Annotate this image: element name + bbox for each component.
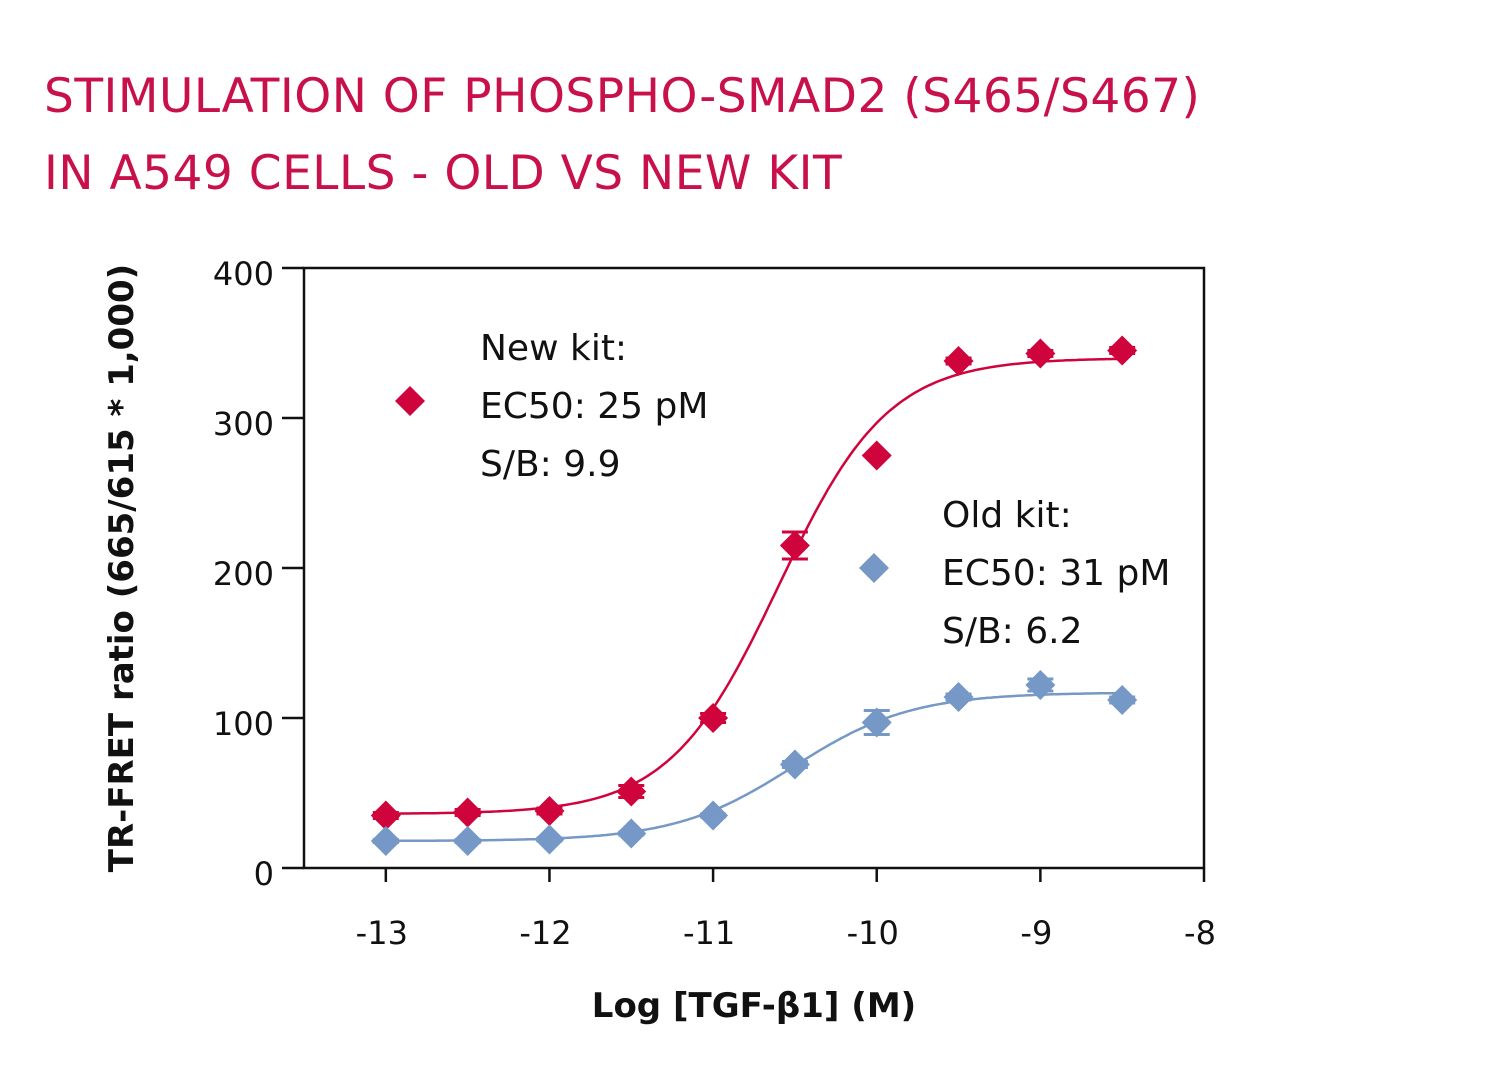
old-kit-annotation-line: Old kit: (942, 495, 1072, 536)
new-kit-data-point (861, 440, 892, 471)
old-kit-legend-marker (859, 553, 889, 583)
old-kit-data-point (861, 707, 892, 738)
new-kit-annotation-line: EC50: 25 pM (480, 386, 708, 427)
new-kit-annotation-line: New kit: (480, 328, 627, 369)
x-tick-label: -9 (1020, 914, 1052, 952)
x-tick-label: -11 (683, 914, 735, 952)
title-line-1: STIMULATION OF PHOSPHO-SMAD2 (S465/S467) (44, 69, 1201, 124)
old-kit-data-point (534, 824, 565, 855)
new-kit-data-point (1025, 338, 1056, 369)
old-kit-data-point (616, 818, 647, 849)
x-tick-label: -13 (356, 914, 408, 952)
x-tick-label: -12 (519, 914, 571, 952)
old-kit-data-point (1025, 670, 1056, 700)
old-kit-data-point (698, 800, 729, 831)
y-tick-label: 100 (213, 705, 274, 743)
new-kit-data-point (452, 797, 483, 828)
title-line-2: IN A549 CELLS - OLD VS NEW KIT (44, 146, 843, 201)
new-kit-legend-marker (395, 386, 425, 416)
old-kit-annotation-line: S/B: 6.2 (942, 611, 1083, 652)
y-tick-label: 400 (213, 255, 274, 293)
new-kit-data-point (534, 796, 565, 826)
old-kit-data-point (779, 749, 810, 780)
new-kit-data-point (370, 800, 401, 831)
new-kit-fit-curve (385, 357, 1123, 815)
old-kit-data-point (452, 826, 483, 856)
new-kit-data-point (1107, 335, 1138, 366)
y-axis-label: TR-FRET ratio (665/615 * 1,000) (102, 264, 142, 872)
new-kit-data-point (779, 530, 810, 561)
y-tick-label: 300 (213, 405, 274, 443)
x-axis-label: Log [TGF-β1] (M) (592, 986, 916, 1026)
x-tick-label: -10 (847, 914, 899, 952)
new-kit-data-point (616, 776, 647, 807)
new-kit-data-point (698, 703, 729, 733)
chart-title: STIMULATION OF PHOSPHO-SMAD2 (S465/S467)… (44, 58, 1200, 212)
old-kit-annotation-line: EC50: 31 pM (942, 553, 1170, 594)
new-kit-annotation-line: S/B: 9.9 (480, 444, 621, 485)
old-kit-fit-curve (385, 691, 1123, 843)
y-tick-label: 200 (213, 555, 274, 593)
y-tick-label: 0 (254, 855, 274, 893)
old-kit-data-point (370, 826, 401, 856)
x-tick-label: -8 (1184, 914, 1216, 952)
new-kit-data-point (943, 346, 974, 376)
old-kit-data-point (1107, 685, 1138, 715)
old-kit-data-point (943, 682, 974, 712)
